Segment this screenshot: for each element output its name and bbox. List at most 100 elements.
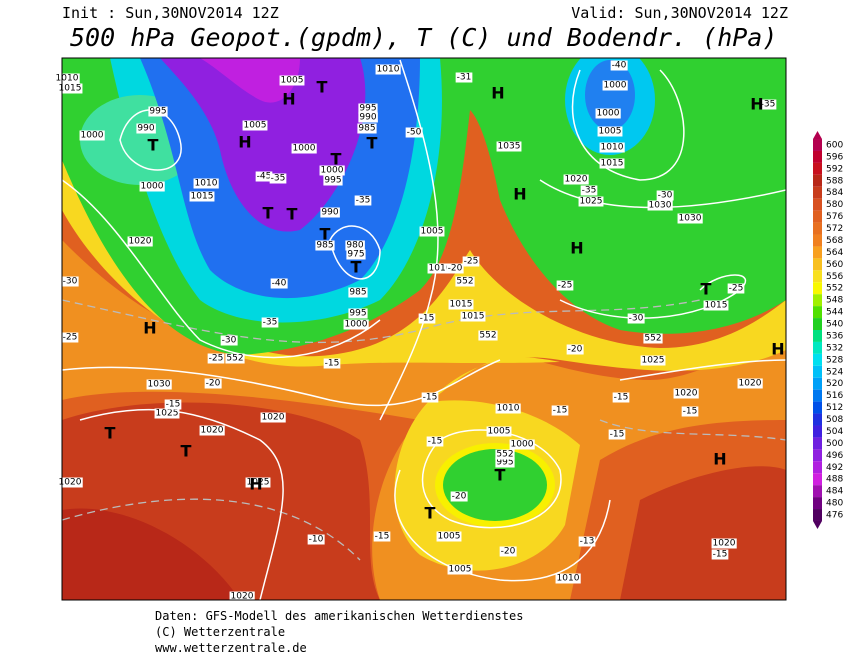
colorbar-label: 596 <box>826 152 843 162</box>
footer-url: www.wetterzentrale.de <box>155 641 307 655</box>
colorbar-label: 536 <box>826 331 843 341</box>
pressure-label: 1030 <box>679 214 702 224</box>
colorbar-label: 584 <box>826 188 843 198</box>
pressure-label-box <box>146 379 172 390</box>
geopotential-label-box <box>225 353 245 364</box>
map-labels: 1005101099599010001005995990985100010009… <box>54 60 785 602</box>
pressure-label: 985 <box>316 241 333 251</box>
colorbar-label: 552 <box>826 284 843 294</box>
colorbar-swatch <box>813 330 822 342</box>
geopotential-label: 552 <box>226 354 243 364</box>
colorbar-swatch <box>813 222 822 235</box>
temperature-label-box <box>323 358 341 369</box>
pressure-center: T <box>351 258 362 277</box>
pressure-label-box <box>323 175 343 186</box>
colorbar-swatch <box>813 246 822 259</box>
colorbar-label: 484 <box>826 487 843 497</box>
pressure-center: T <box>317 78 328 97</box>
pressure-label: 1020 <box>565 175 588 185</box>
geopotential-label: 552 <box>644 334 661 344</box>
colorbar-swatch <box>813 270 822 283</box>
pressure-center: H <box>771 340 784 359</box>
temperature-label-box <box>354 195 372 206</box>
colorbar-swatch <box>813 341 822 354</box>
temperature-label: -25 <box>464 257 479 267</box>
pressure-center: T <box>148 136 159 155</box>
colorbar-label: 560 <box>826 260 843 270</box>
pressure-label-box <box>640 355 666 366</box>
pressure-label: 1005 <box>281 76 304 86</box>
pressure-label: 990 <box>359 113 376 123</box>
geopotential-label: 552 <box>479 331 496 341</box>
temperature-label: -15 <box>610 430 625 440</box>
pressure-center: H <box>282 90 295 109</box>
temperature-label: -25 <box>63 333 78 343</box>
temperature-label: -20 <box>501 547 516 557</box>
temperature-label: -31 <box>457 73 472 83</box>
pressure-label: 1000 <box>141 182 164 192</box>
pressure-label-box <box>563 174 589 185</box>
colorbar-label: 480 <box>826 499 843 509</box>
pressure-label: 1015 <box>462 312 485 322</box>
temperature-label: -15 <box>420 314 435 324</box>
temperature-label: -45 <box>257 172 272 182</box>
temperature-label: -15 <box>683 407 698 417</box>
pressure-label-box <box>346 249 366 260</box>
pressure-label: 1000 <box>597 109 620 119</box>
temperature-label-box <box>373 531 391 542</box>
temperature-label-box <box>681 406 699 417</box>
pressure-center: H <box>238 133 251 152</box>
pressure-label: 1020 <box>129 237 152 247</box>
temperature-label: -25 <box>729 284 744 294</box>
pressure-label-box <box>486 426 512 437</box>
pressure-center: H <box>570 239 583 258</box>
pressure-label: 1005 <box>488 427 511 437</box>
pressure-label: 1030 <box>649 201 672 211</box>
temperature-label: -30 <box>629 314 644 324</box>
pressure-label-box <box>711 538 737 549</box>
pressure-label-box <box>139 181 165 192</box>
colorbar-arrow <box>813 521 822 529</box>
pressure-label: 1010 <box>377 65 400 75</box>
colorbar-swatch <box>813 353 822 366</box>
pressure-label-box <box>127 236 153 247</box>
colorbar-label: 572 <box>826 224 843 234</box>
colorbar-swatch <box>813 139 822 151</box>
pressure-label-box <box>279 75 305 86</box>
colorbar-swatch <box>813 509 822 521</box>
pressure-label-box <box>154 408 180 419</box>
pressure-label: 1010 <box>601 143 624 153</box>
pressure-label-box <box>199 425 225 436</box>
colorbar-swatch <box>813 449 822 462</box>
temperature-label: -15 <box>713 550 728 560</box>
pressure-center: T <box>105 424 116 443</box>
pressure-center: T <box>331 150 342 169</box>
temperature-label: -20 <box>206 379 221 389</box>
temperature-label-box <box>307 534 325 545</box>
temperature-label: -20 <box>568 345 583 355</box>
footer-copyright: (C) Wetterzentrale <box>155 625 285 639</box>
temperature-label-box <box>462 256 480 267</box>
colorbar-swatch <box>813 258 822 271</box>
colorbar-label: 516 <box>826 391 843 401</box>
pressure-label-box <box>189 191 215 202</box>
pressure-label: 1020 <box>59 478 82 488</box>
geopotential-label: 552 <box>496 450 513 460</box>
colorbar-swatch <box>813 473 822 486</box>
pressure-label: 1025 <box>580 197 603 207</box>
colorbar-label: 564 <box>826 248 843 258</box>
colorbar-label: 556 <box>826 272 843 282</box>
pressure-label: 985 <box>358 124 375 134</box>
pressure-label-box <box>357 123 377 134</box>
colorbar-label: 540 <box>826 320 843 330</box>
pressure-label: 1000 <box>293 144 316 154</box>
temperature-label-box <box>727 283 745 294</box>
pressure-label: 1010 <box>195 179 218 189</box>
colorbar-label: 488 <box>826 475 843 485</box>
temperature-label-box <box>426 436 444 447</box>
pressure-label: 995 <box>149 107 166 117</box>
colorbar-swatch <box>813 234 822 247</box>
pressure-label: 1025 <box>247 478 270 488</box>
colorbar-label: 532 <box>826 343 843 353</box>
